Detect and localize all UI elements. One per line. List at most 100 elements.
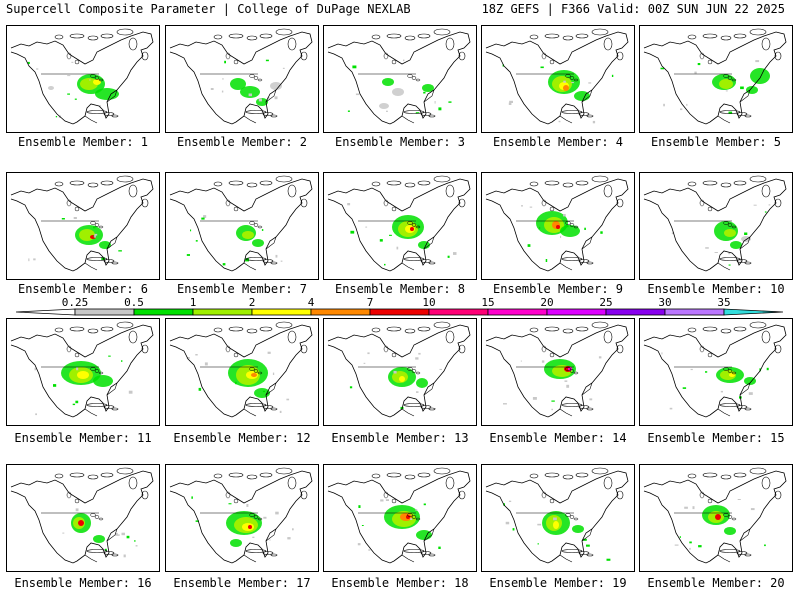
arctic-island [275,28,293,36]
scp-speckle [224,60,226,64]
arctic-island [761,37,771,51]
scp-speckle [725,90,728,92]
north-america-map [485,175,629,272]
arctic-island [128,476,138,490]
scp-speckle [195,240,198,242]
arctic-island [213,181,223,187]
member-label-8: Ensemble Member: 8 [334,282,466,296]
lake [66,52,72,60]
scp-contour-fill [95,88,119,100]
scp-speckle [502,64,504,67]
lake [707,59,713,65]
lake [249,221,255,225]
arctic-island [300,51,308,61]
gulf-coast [84,382,118,417]
lake [727,76,733,80]
lake [565,221,571,225]
lake [415,78,421,82]
scp-speckle [600,231,603,234]
arctic-island [603,476,613,490]
arctic-island [544,33,560,39]
scp-speckle [186,357,190,359]
scp-shading [660,60,770,114]
member-map-7 [165,172,319,280]
arctic-island [287,184,297,198]
lake [225,199,231,207]
gulf-coast [84,89,118,124]
arctic-island [591,321,609,329]
scp-speckle [62,532,65,534]
lake [74,59,80,65]
lake [225,491,231,499]
colorbar-segment [428,308,489,316]
arctic-island [687,473,697,479]
scp-speckle [67,75,71,77]
scp-speckle [537,523,542,526]
arctic-island [386,33,402,39]
lake [723,513,729,517]
scp-speckle [592,120,596,124]
scp-contour-fill [422,84,434,92]
scp-speckle [347,110,350,112]
member-map-6 [6,172,160,280]
coastline [485,178,629,272]
north-america-map [643,321,787,418]
colorbar-segment [664,308,725,316]
arctic-island [687,327,697,333]
member-label-2: Ensemble Member: 2 [176,135,308,149]
arctic-island [69,33,85,39]
caribbean-island [420,405,432,409]
scp-speckle [527,244,531,247]
lake [257,371,263,375]
arctic-island [228,326,244,332]
arctic-island [591,175,609,183]
arctic-island [228,472,244,478]
lake [573,517,579,521]
gulf-coast [717,382,751,417]
scp-speckle [415,357,419,360]
arctic-island [591,467,609,475]
scp-speckle [560,235,562,238]
scp-speckle [541,360,545,363]
scp-speckle [275,511,279,515]
arctic-island [458,490,466,500]
caribbean-island [719,110,741,114]
scp-contour-fill [746,86,758,94]
caribbean-island [103,405,115,409]
colorbar-segment [546,308,607,316]
scp-speckle [737,499,741,500]
gulf-coast [243,236,277,271]
member-label-6: Ensemble Member: 6 [17,282,149,296]
scp-speckle [671,232,675,235]
scp-shading [347,59,452,114]
scp-contour-fill [77,371,89,379]
scp-shading [27,61,119,118]
caribbean-island [111,407,119,411]
arctic-island [128,330,138,344]
caribbean-island [578,259,590,263]
colorbar-segment [15,308,76,316]
scp-speckle [292,528,294,531]
scp-speckle [380,499,384,502]
arctic-island [128,184,138,198]
arctic-island [54,181,64,187]
arctic-island [246,182,258,188]
scp-speckle [396,246,399,250]
caribbean-island [245,110,267,114]
lake [565,74,571,78]
scp-speckle [545,259,548,262]
member-label-19: Ensemble Member: 19 [489,576,627,590]
scp-speckle [190,229,192,232]
scp-speckle [768,204,771,206]
figure-title: Supercell Composite Parameter | College … [6,2,411,16]
coastline [485,470,629,564]
lake [90,74,96,78]
scp-speckle [748,392,753,395]
north-america-map [643,175,787,272]
scp-speckle [222,263,226,266]
scp-speckle [551,408,553,411]
scp-speckle [389,234,392,236]
arctic-island [575,33,589,39]
arctic-island [562,474,574,480]
lake [723,221,729,225]
